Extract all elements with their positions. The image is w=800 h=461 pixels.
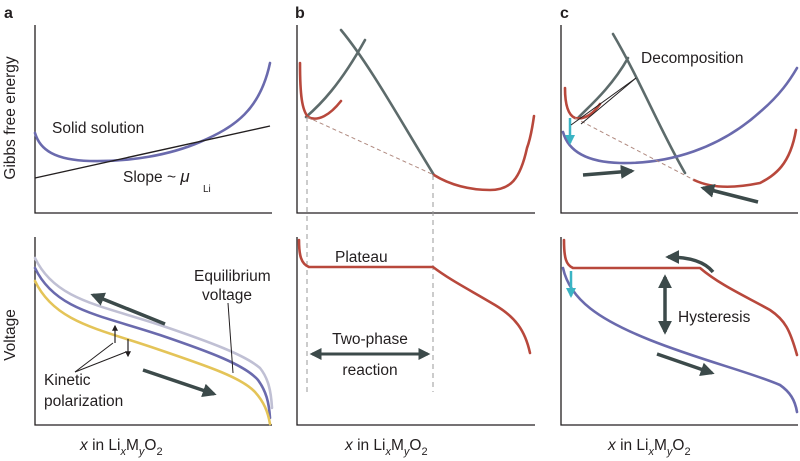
common-tangent-line-c bbox=[574, 117, 695, 181]
axes-b-bottom bbox=[296, 237, 535, 426]
in-li: in Li bbox=[620, 437, 648, 454]
solid-solution-voltage-curve-c bbox=[561, 266, 799, 414]
discharge-direction-arrow bbox=[142, 368, 217, 398]
two-phase-gibbs-curve bbox=[298, 61, 536, 192]
svg-text:x in LixMyO2: x in LixMyO2 bbox=[607, 437, 691, 458]
in-li: in Li bbox=[357, 437, 385, 454]
gibbs-axis-label: Gibbs free energy bbox=[2, 56, 19, 179]
x-symbol: x bbox=[79, 437, 89, 454]
decomposition-label: Decomposition bbox=[641, 50, 744, 67]
x-axis-label-a: x in LixMyO2 bbox=[79, 437, 163, 458]
mu-symbol: μ bbox=[179, 167, 190, 186]
o-symbol: O bbox=[144, 437, 156, 454]
axes-a-bottom bbox=[34, 237, 272, 426]
decomposition-pointer-2 bbox=[580, 77, 637, 125]
equilibrium-pointer-line bbox=[227, 302, 234, 374]
solid-solution-voltage-curve bbox=[33, 266, 272, 420]
kinetic-pointer-line-2 bbox=[74, 351, 127, 373]
slope-subscript: Li bbox=[203, 184, 211, 195]
charge-arrow-voltage-c bbox=[665, 250, 715, 274]
sub-2: 2 bbox=[156, 446, 162, 458]
x-symbol: x bbox=[344, 437, 354, 454]
sub-2: 2 bbox=[684, 446, 690, 458]
in-li: in Li bbox=[92, 437, 120, 454]
equilibrium-label-line2: voltage bbox=[202, 287, 252, 304]
sub-x: x bbox=[120, 446, 127, 458]
axes-a-top bbox=[34, 25, 272, 214]
equilibrium-label-line1: Equilibrium bbox=[194, 268, 271, 285]
x-axis-label-b: x in LixMyO2 bbox=[344, 437, 428, 458]
panel-letter-b: b bbox=[295, 5, 305, 22]
slope-prefix: Slope ~ bbox=[123, 169, 180, 186]
charge-direction-arrow bbox=[90, 292, 166, 326]
sub-y: y bbox=[666, 446, 674, 458]
o-symbol: O bbox=[672, 437, 684, 454]
solid-solution-gibbs-curve bbox=[33, 61, 272, 163]
m-symbol: M bbox=[654, 437, 667, 454]
solid-solution-gibbs-curve-c bbox=[561, 66, 799, 165]
o-symbol: O bbox=[409, 437, 421, 454]
sub-y: y bbox=[403, 446, 411, 458]
decomposition-pointer-1 bbox=[570, 77, 637, 126]
m-symbol: M bbox=[126, 437, 139, 454]
common-tangent-line bbox=[306, 116, 435, 176]
two-phase-label-line2: reaction bbox=[342, 362, 397, 379]
panel-letter-c: c bbox=[560, 5, 569, 22]
chemical-potential-tangent bbox=[34, 125, 271, 179]
x-symbol: x bbox=[607, 437, 617, 454]
solid-solution-label: Solid solution bbox=[52, 120, 144, 137]
kinetic-voltage-curve bbox=[33, 279, 272, 426]
plateau-label: Plateau bbox=[335, 249, 388, 266]
axes-c-bottom bbox=[560, 237, 798, 426]
two-phase-voltage-curve bbox=[297, 238, 532, 355]
svg-text:x in LixMyO2: x in LixMyO2 bbox=[344, 437, 428, 458]
voltage-axis-label: Voltage bbox=[2, 309, 19, 361]
axes bbox=[34, 25, 798, 426]
kinetic-label-line1: Kinetic bbox=[44, 372, 91, 389]
kinetic-pointer-line-1 bbox=[74, 342, 114, 373]
x-axis-label-c: x in LixMyO2 bbox=[607, 437, 691, 458]
metastable-voltage-curve bbox=[562, 238, 799, 357]
sub-x: x bbox=[385, 446, 392, 458]
sub-y: y bbox=[138, 446, 146, 458]
two-phase-label-line1: Two-phase bbox=[332, 331, 408, 348]
charge-arrow-c bbox=[582, 164, 635, 179]
svg-text:x in LixMyO2: x in LixMyO2 bbox=[79, 437, 163, 458]
hysteresis-label: Hysteresis bbox=[678, 309, 751, 326]
discharge-arrow-c bbox=[700, 183, 759, 204]
axes-b-top bbox=[296, 25, 535, 214]
sub-x: x bbox=[648, 446, 655, 458]
panel-letter-a: a bbox=[4, 5, 13, 22]
equilibrium-voltage-curve bbox=[33, 256, 274, 410]
slope-label: Slope ~ μ bbox=[123, 167, 190, 186]
axes-c-top bbox=[560, 25, 798, 214]
sub-2: 2 bbox=[421, 446, 427, 458]
second-phase-gibbs-curve bbox=[304, 28, 436, 177]
kinetic-label-line2: polarization bbox=[44, 393, 123, 410]
discharge-arrow-voltage-c bbox=[656, 352, 715, 376]
m-symbol: M bbox=[391, 437, 404, 454]
